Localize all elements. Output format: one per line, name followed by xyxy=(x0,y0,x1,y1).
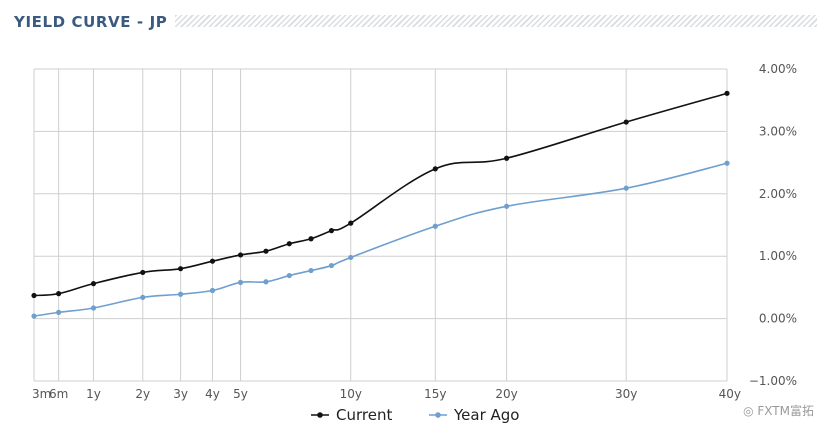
title-hatch-rule xyxy=(175,15,817,27)
data-point-year-ago[interactable] xyxy=(31,313,37,319)
y-tick-label: 1.00% xyxy=(759,249,797,263)
data-point-year-ago[interactable] xyxy=(286,272,292,279)
data-point-year-ago[interactable] xyxy=(140,294,146,300)
data-point-year-ago[interactable] xyxy=(623,185,629,191)
data-point-current[interactable] xyxy=(348,220,354,226)
x-tick-label: 30y xyxy=(615,387,637,401)
data-point-year-ago[interactable] xyxy=(308,267,314,274)
chart-header: YIELD CURVE - JP xyxy=(0,0,824,44)
data-point-current[interactable] xyxy=(328,228,335,234)
data-point-current[interactable] xyxy=(90,281,97,287)
x-tick-label: 40y xyxy=(719,387,741,401)
chart-legend[interactable]: Current Year Ago xyxy=(311,406,520,424)
data-point-year-ago[interactable] xyxy=(724,160,730,166)
x-tick-label: 5y xyxy=(233,387,248,401)
chart-grid xyxy=(33,68,728,382)
data-point-current[interactable] xyxy=(724,90,730,96)
data-point-current[interactable] xyxy=(237,252,244,258)
data-point-current[interactable] xyxy=(308,236,314,242)
data-point-year-ago[interactable] xyxy=(432,223,438,229)
x-tick-label: 15y xyxy=(424,387,446,401)
y-tick-label: 2.00% xyxy=(759,187,797,201)
data-point-year-ago[interactable] xyxy=(177,291,184,297)
legend-label-year-ago: Year Ago xyxy=(453,406,520,424)
chart-series xyxy=(31,90,730,319)
x-tick-label: 6m xyxy=(49,387,68,401)
series-line-current xyxy=(33,92,728,297)
data-point-year-ago[interactable] xyxy=(56,309,62,315)
data-point-current[interactable] xyxy=(31,292,37,299)
data-point-current[interactable] xyxy=(209,258,216,264)
data-point-year-ago[interactable] xyxy=(263,279,269,285)
data-point-current[interactable] xyxy=(432,166,438,172)
data-point-year-ago[interactable] xyxy=(504,203,510,209)
y-tick-label: −1.00% xyxy=(749,374,797,388)
data-point-current[interactable] xyxy=(140,269,146,276)
data-point-current[interactable] xyxy=(56,291,62,297)
data-point-year-ago[interactable] xyxy=(90,305,97,311)
legend-item-year-ago[interactable]: Year Ago xyxy=(429,406,520,424)
legend-item-current[interactable]: Current xyxy=(311,406,392,424)
series-line-year-ago xyxy=(33,162,728,317)
data-point-current[interactable] xyxy=(623,119,629,125)
weibo-icon: ◎ xyxy=(743,404,758,418)
data-point-current[interactable] xyxy=(263,248,269,254)
x-tick-label: 20y xyxy=(495,387,517,401)
data-point-year-ago[interactable] xyxy=(328,262,335,269)
watermark-text: FXTM富拓 xyxy=(757,404,814,418)
y-tick-label: 0.00% xyxy=(759,312,797,326)
x-tick-label: 10y xyxy=(340,387,362,401)
y-tick-label: 3.00% xyxy=(759,124,797,138)
legend-label-current: Current xyxy=(336,406,392,424)
x-tick-label: 3m xyxy=(32,387,51,401)
chart-title: YIELD CURVE - JP xyxy=(14,13,168,31)
data-point-current[interactable] xyxy=(177,266,184,272)
data-point-current[interactable] xyxy=(504,155,510,161)
data-point-year-ago[interactable] xyxy=(209,287,216,294)
legend-marker-current xyxy=(317,412,323,418)
x-tick-label: 3y xyxy=(173,387,188,401)
data-point-current[interactable] xyxy=(286,241,292,247)
y-axis-ticks: 4.00% 3.00% 2.00% 1.00% 0.00% −1.00% xyxy=(749,62,797,388)
data-point-year-ago[interactable] xyxy=(348,254,354,261)
data-point-year-ago[interactable] xyxy=(237,279,244,286)
y-tick-label: 4.00% xyxy=(759,62,797,76)
x-tick-label: 2y xyxy=(135,387,150,401)
legend-marker-year-ago xyxy=(435,412,441,418)
x-tick-label: 4y xyxy=(205,387,220,401)
watermark: ◎ FXTM富拓 xyxy=(743,402,814,419)
x-tick-label: 1y xyxy=(86,387,101,401)
